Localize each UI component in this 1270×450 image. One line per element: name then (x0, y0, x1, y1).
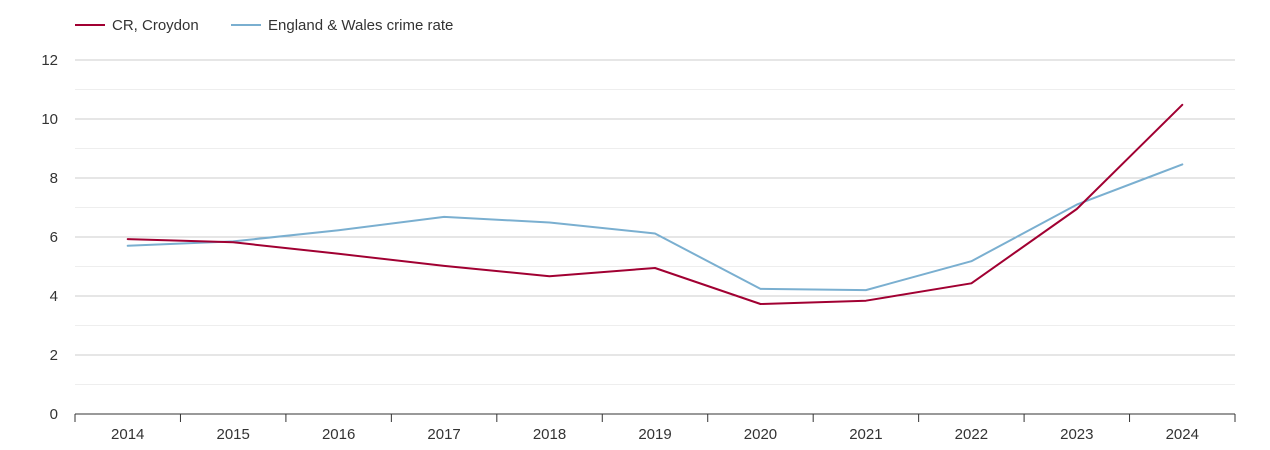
x-axis: 2014 2015 2016 2017 2018 2019 2020 2021 2022 2023… (74, 413, 1236, 443)
x-tick-label: 2017 (427, 426, 460, 443)
y-axis: 0 2 4 6 8 10 12 (41, 52, 58, 423)
x-tick-label: 2021 (849, 426, 882, 443)
legend: CR, Croydon England & Wales crime rate (75, 17, 453, 34)
series-line-croydon[interactable] (126, 103, 1184, 305)
x-tick-label: 2024 (1166, 426, 1199, 443)
x-tick-label: 2018 (533, 426, 566, 443)
x-tick-label: 2015 (216, 426, 249, 443)
x-tick-label: 2016 (322, 426, 355, 443)
series-line-england-wales[interactable] (126, 163, 1184, 292)
legend-label-england-wales: England & Wales crime rate (268, 17, 453, 34)
legend-item-england-wales[interactable]: England & Wales crime rate (231, 17, 453, 34)
x-tick-label: 2023 (1060, 426, 1093, 443)
legend-item-croydon[interactable]: CR, Croydon (75, 17, 199, 34)
x-tick-label: 2020 (744, 426, 777, 443)
y-tick-label: 8 (50, 170, 58, 187)
legend-label-croydon: CR, Croydon (112, 17, 199, 34)
y-tick-label: 6 (50, 229, 58, 246)
y-tick-label: 12 (41, 52, 58, 69)
x-tick-label: 2019 (638, 426, 671, 443)
y-tick-label: 4 (50, 288, 58, 305)
y-tick-label: 0 (50, 406, 58, 423)
y-tick-label: 10 (41, 111, 58, 128)
grid (75, 59, 1235, 385)
plot-area (126, 103, 1184, 305)
x-tick-label: 2014 (111, 426, 144, 443)
y-tick-label: 2 (50, 347, 58, 364)
x-tick-label: 2022 (955, 426, 988, 443)
